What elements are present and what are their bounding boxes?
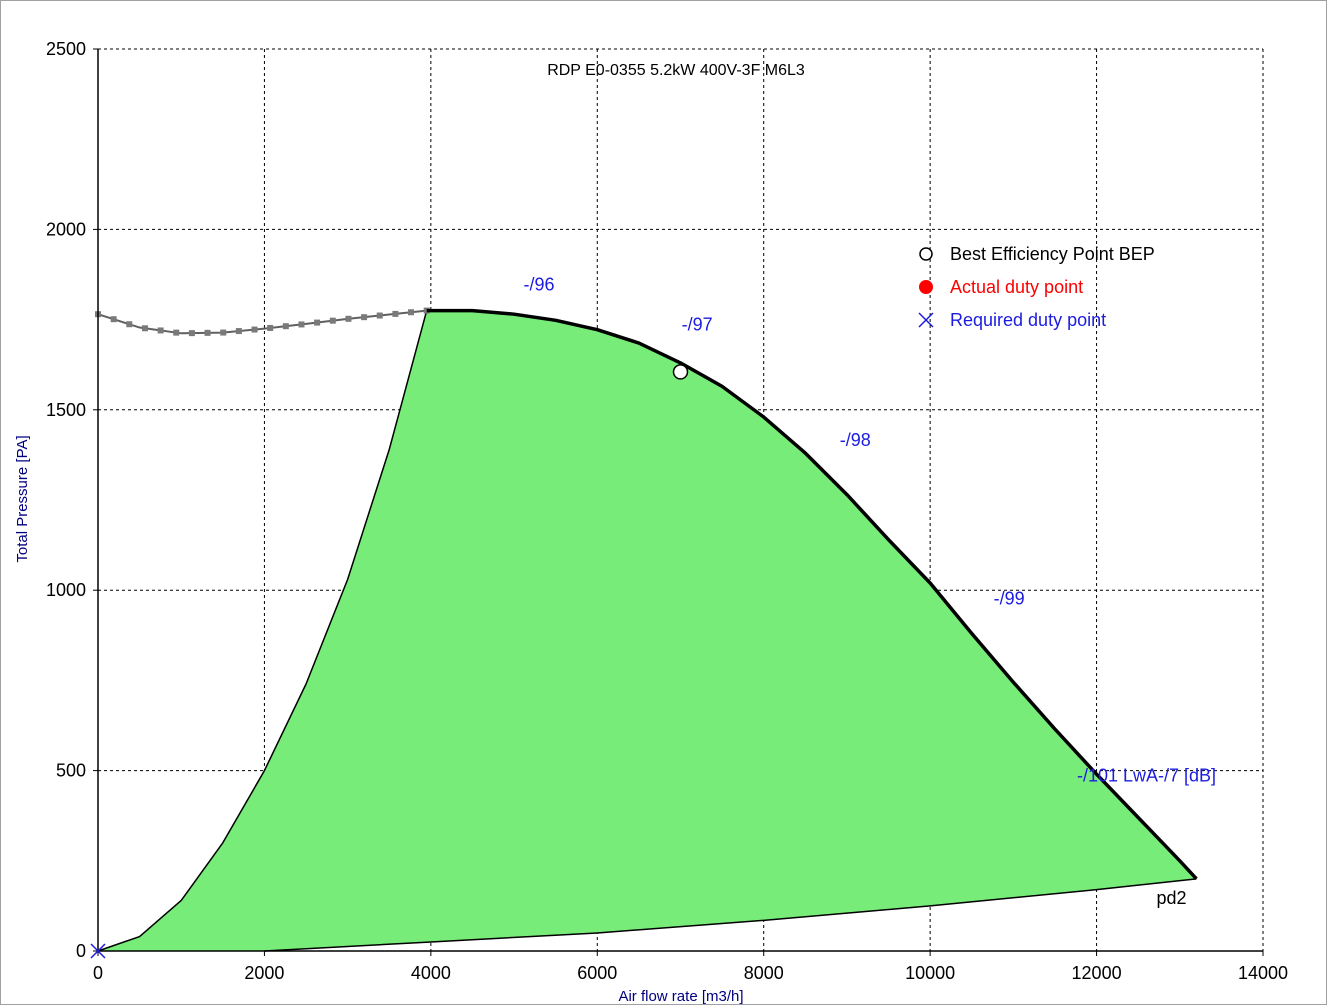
- unstable-marker: [392, 310, 399, 317]
- unstable-marker: [126, 321, 133, 328]
- annotations: -/96 -/97 -/98 -/99 -/101 LwA-/7 [dB] pd2: [524, 275, 1217, 908]
- legend: Best Efficiency Point BEP Actual duty poi…: [918, 244, 1155, 330]
- operating-area: [98, 310, 1197, 952]
- x-tick-label: 10000: [905, 963, 955, 983]
- unstable-marker: [345, 315, 352, 322]
- legend-marker-actual: [919, 280, 933, 294]
- unstable-marker: [220, 329, 227, 336]
- x-tick-label: 4000: [411, 963, 451, 983]
- unstable-marker: [282, 323, 289, 330]
- unstable-marker: [361, 314, 368, 321]
- legend-label: Required duty point: [950, 310, 1106, 330]
- x-tick-label: 14000: [1238, 963, 1288, 983]
- legend-label: Actual duty point: [950, 277, 1083, 297]
- unstable-marker: [173, 329, 180, 336]
- axes: [93, 48, 1264, 956]
- y-tick-label: 500: [56, 761, 86, 781]
- x-tick-label: 2000: [244, 963, 284, 983]
- unstable-marker: [204, 329, 211, 336]
- unstable-marker: [110, 316, 117, 323]
- x-axis-title: Air flow rate [m3/h]: [618, 988, 743, 1004]
- unstable-marker: [376, 312, 383, 319]
- required-duty-point-marker: [90, 943, 106, 959]
- x-tick-label: 6000: [577, 963, 617, 983]
- unstable-marker: [329, 317, 336, 324]
- unstable-marker: [314, 319, 321, 326]
- unstable-marker: [267, 324, 274, 331]
- curve-annotation: -/96: [524, 275, 555, 295]
- chart-title: RDP E0-0355 5.2kW 400V-3F M6L3: [547, 62, 805, 79]
- operating-area-fill: [98, 310, 1197, 952]
- unstable-marker: [298, 321, 305, 328]
- unstable-marker: [157, 327, 164, 334]
- unstable-marker: [141, 325, 148, 332]
- point-markers: [90, 364, 689, 959]
- y-tick-label: 2000: [46, 219, 86, 239]
- unstable-marker: [235, 328, 242, 335]
- curve-annotation: pd2: [1156, 888, 1186, 908]
- series-left-boundary: [97, 310, 428, 952]
- unstable-marker: [251, 326, 258, 333]
- legend-label: Best Efficiency Point BEP: [950, 244, 1155, 264]
- legend-marker-required: [918, 312, 934, 328]
- unstable-marker: [408, 309, 415, 316]
- series-system-curve-pd2: [264, 878, 1197, 952]
- series-unstable-region: [97, 309, 427, 335]
- y-tick-label: 2500: [46, 39, 86, 59]
- bep-marker: [672, 364, 689, 380]
- y-tick-label: 1500: [46, 400, 86, 420]
- curve-annotation: -/99: [994, 589, 1025, 609]
- curve-annotation: -/98: [840, 430, 871, 450]
- unstable-marker: [188, 330, 195, 337]
- y-axis-title: Total Pressure [PA]: [14, 435, 31, 562]
- curve-annotation: -/101 LwA-/7 [dB]: [1077, 765, 1216, 785]
- legend-marker-bep: [919, 247, 933, 261]
- x-tick-label: 8000: [744, 963, 784, 983]
- x-tick-label: 12000: [1072, 963, 1122, 983]
- tick-labels: 0 2000 4000 6000 8000 10000 12000 14000 0 500 1000…: [46, 39, 1288, 983]
- x-tick-label: 0: [93, 963, 103, 983]
- series-fan-curve: [426, 308, 1198, 881]
- y-tick-label: 0: [76, 941, 86, 961]
- y-tick-label: 1000: [46, 580, 86, 600]
- curve-annotation: -/97: [682, 314, 713, 334]
